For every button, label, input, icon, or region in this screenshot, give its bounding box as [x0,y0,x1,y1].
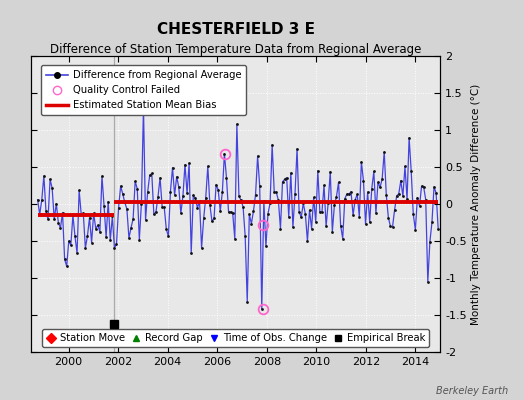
Title: Difference of Station Temperature Data from Regional Average: Difference of Station Temperature Data f… [50,43,421,56]
Text: CHESTERFIELD 3 E: CHESTERFIELD 3 E [157,22,315,37]
Legend: Station Move, Record Gap, Time of Obs. Change, Empirical Break: Station Move, Record Gap, Time of Obs. C… [42,329,430,347]
Y-axis label: Monthly Temperature Anomaly Difference (°C): Monthly Temperature Anomaly Difference (… [471,83,481,325]
Text: Berkeley Earth: Berkeley Earth [436,386,508,396]
